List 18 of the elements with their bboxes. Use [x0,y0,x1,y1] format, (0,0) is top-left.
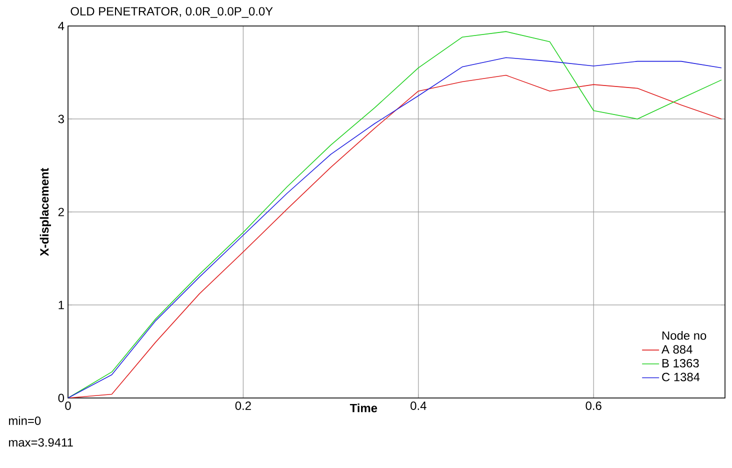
x-tick-label: 0.6 [586,402,602,410]
x-tick-label: 0.2 [235,402,251,410]
text: min=0 [9,416,41,425]
legend-label: A 884 [661,345,692,354]
y-tick-label: 2 [58,208,64,216]
text: max=3.9411 [9,438,73,447]
x-tick-label: 0 [65,402,71,410]
x-tick-label: 0.4 [410,402,426,410]
legend-label: B 1363 [662,358,699,368]
y-tick-label: 4 [58,22,64,30]
y-tick-label: 1 [58,300,64,310]
y-tick-label: 0 [58,394,64,402]
y-axis-title: X-displacement [40,168,52,256]
x-axis-title: Time [350,404,378,412]
legend-title: Node no [662,331,706,340]
y-tick-label: 3 [58,114,64,124]
legend-label: C 1384 [662,372,700,382]
chart-title: OLD PENETRATOR, 0.0R_0.0P_0.0Y [70,7,273,18]
